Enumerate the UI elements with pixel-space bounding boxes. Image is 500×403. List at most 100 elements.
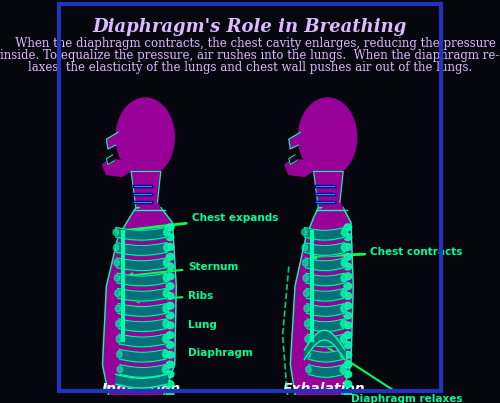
Polygon shape [290,208,353,403]
Ellipse shape [344,351,352,358]
Ellipse shape [114,274,120,281]
Text: Chest expands: Chest expands [116,212,278,233]
Ellipse shape [164,243,170,251]
Polygon shape [285,159,324,177]
Ellipse shape [163,335,169,343]
Ellipse shape [116,305,120,312]
Ellipse shape [116,336,121,343]
Ellipse shape [344,283,352,290]
Polygon shape [106,132,118,149]
Text: inside. To equalize the pressure, air rushes into the lungs.  When the diaphragm: inside. To equalize the pressure, air ru… [0,49,500,62]
Ellipse shape [116,98,174,177]
Ellipse shape [302,244,308,251]
Ellipse shape [342,229,348,236]
Ellipse shape [344,263,352,270]
Ellipse shape [344,361,352,368]
Text: Ribs: Ribs [135,291,213,302]
Ellipse shape [303,274,308,281]
Polygon shape [289,132,300,149]
Ellipse shape [115,290,120,297]
Text: Diaphragm
contracts: Diaphragm contracts [0,402,1,403]
Text: Lung: Lung [188,320,217,330]
Ellipse shape [166,341,174,348]
Ellipse shape [302,259,308,266]
Ellipse shape [344,224,352,231]
Ellipse shape [116,351,122,357]
Ellipse shape [341,289,347,297]
Ellipse shape [166,351,174,358]
Ellipse shape [166,332,174,339]
Ellipse shape [304,320,310,327]
Ellipse shape [164,259,170,267]
Ellipse shape [166,381,174,388]
Text: Diaphragm relaxes: Diaphragm relaxes [320,343,462,403]
Text: Chest contracts: Chest contracts [312,247,462,258]
Ellipse shape [166,243,174,250]
Ellipse shape [305,351,310,357]
Ellipse shape [340,335,347,343]
Text: Diaphragm: Diaphragm [188,348,253,358]
Ellipse shape [166,302,174,309]
Text: Sternum: Sternum [128,262,238,277]
Ellipse shape [342,259,347,267]
Ellipse shape [305,336,310,343]
Ellipse shape [344,293,352,299]
Ellipse shape [306,366,311,373]
Ellipse shape [344,312,352,319]
Text: Inhalation: Inhalation [102,382,181,396]
Text: Exhalation: Exhalation [282,382,365,396]
Ellipse shape [138,202,160,223]
Ellipse shape [344,371,352,378]
Text: laxes, the elasticity of the lungs and chest wall pushes air out of the lungs.: laxes, the elasticity of the lungs and c… [28,61,472,74]
Ellipse shape [344,273,352,280]
Polygon shape [314,172,343,208]
Ellipse shape [166,224,174,231]
Ellipse shape [166,253,174,260]
Ellipse shape [116,320,121,327]
Ellipse shape [163,305,170,312]
Ellipse shape [166,322,174,329]
Ellipse shape [162,366,168,373]
Ellipse shape [344,391,352,397]
Ellipse shape [341,305,347,312]
Polygon shape [102,208,176,403]
Ellipse shape [344,332,352,339]
Ellipse shape [164,229,170,236]
Ellipse shape [304,305,310,312]
Ellipse shape [302,229,307,236]
Ellipse shape [166,263,174,270]
Text: Diaphragm's Role in Breathing: Diaphragm's Role in Breathing [93,18,407,35]
Ellipse shape [344,322,352,329]
Ellipse shape [166,273,174,280]
Ellipse shape [113,229,118,236]
Ellipse shape [344,302,352,309]
Ellipse shape [166,371,174,378]
Ellipse shape [298,98,356,177]
Polygon shape [106,155,114,165]
Ellipse shape [166,283,174,290]
Ellipse shape [341,274,347,282]
Ellipse shape [164,274,170,282]
Ellipse shape [340,320,347,328]
Ellipse shape [344,341,352,348]
Polygon shape [102,159,142,177]
Ellipse shape [162,350,169,358]
Polygon shape [131,172,160,208]
Ellipse shape [304,290,309,297]
Ellipse shape [166,234,174,241]
Ellipse shape [344,253,352,260]
Ellipse shape [117,366,122,373]
Ellipse shape [166,312,174,319]
Text: When the diaphragm contracts, the chest cavity enlarges, reducing the pressure: When the diaphragm contracts, the chest … [4,37,496,50]
Ellipse shape [163,320,169,328]
Ellipse shape [320,202,343,223]
Ellipse shape [344,381,352,388]
Ellipse shape [344,243,352,250]
Ellipse shape [344,234,352,241]
Ellipse shape [166,361,174,368]
Ellipse shape [166,293,174,299]
Ellipse shape [114,244,119,251]
Ellipse shape [340,350,346,358]
Ellipse shape [166,391,174,397]
Polygon shape [289,155,296,165]
